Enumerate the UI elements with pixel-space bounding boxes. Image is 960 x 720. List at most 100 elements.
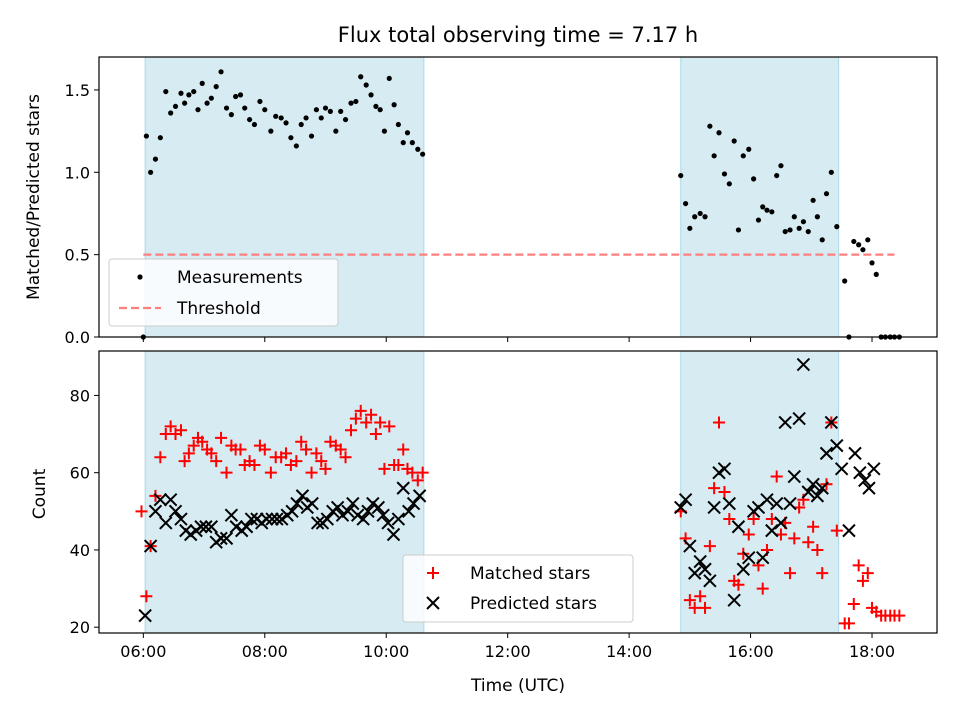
measurement-point: [869, 260, 875, 266]
matched-point: [174, 424, 187, 437]
predicted-point: [341, 504, 355, 519]
predicted-point: [736, 562, 750, 576]
measurement-point: [755, 217, 762, 223]
predicted-point: [239, 520, 254, 534]
measurement-point: [774, 172, 780, 179]
matched-point: [205, 447, 218, 460]
measurement-point: [273, 113, 279, 119]
measurement-point: [368, 92, 374, 98]
matched-point: [807, 520, 820, 533]
measurement-point: [363, 82, 369, 88]
measurement-point: [242, 105, 248, 111]
measurement-point: [199, 80, 205, 86]
measurement-point: [204, 100, 210, 106]
predicted-point: [401, 504, 416, 519]
top-legend-frame: [108, 258, 339, 327]
predicted-point: [153, 493, 168, 507]
measurement-point: [228, 112, 234, 118]
bottom-y-tick-label: 40: [70, 541, 90, 560]
measurement-point: [322, 105, 329, 111]
predicted-point: [722, 496, 737, 511]
measurement-point: [810, 197, 816, 203]
predicted-point: [219, 531, 234, 546]
predicted-point: [862, 481, 876, 495]
predicted-point: [381, 516, 395, 530]
measurement-point: [409, 140, 415, 146]
predicted-point: [138, 608, 152, 623]
matched-point: [406, 466, 419, 479]
predicted-point: [310, 516, 325, 530]
measurement-point: [420, 151, 426, 157]
measurement-point: [823, 191, 830, 197]
matched-point: [135, 505, 148, 518]
x-axis-label: Time (UTC): [470, 676, 565, 696]
measurement-point: [721, 171, 728, 177]
measurement-point: [778, 163, 784, 169]
bottom-y-axis-label: Count: [30, 468, 50, 519]
matched-point: [708, 482, 721, 495]
matched-point: [154, 451, 167, 464]
measurement-point: [213, 84, 219, 90]
measurement-point: [195, 107, 201, 113]
bottom-axes-frame: [98, 350, 938, 634]
x-tick-label: 12:00: [485, 642, 531, 661]
predicted-point: [760, 493, 774, 507]
x-tick-label: 18:00: [849, 642, 895, 661]
matched-point: [305, 466, 318, 479]
measurement-point: [298, 121, 304, 128]
matched-point: [784, 567, 797, 580]
measurement-point: [223, 105, 230, 111]
measurement-point: [796, 225, 802, 231]
matched-point: [747, 513, 760, 526]
predicted-point: [756, 550, 770, 565]
matched-point: [893, 609, 906, 622]
x-tick-label: 06:00: [120, 642, 166, 661]
predicted-point: [295, 489, 310, 503]
bottom-panel: 20 40 60 80 06:00 08:00 10:00 12:00 14:00 16:00 18…: [70, 350, 938, 661]
predicted-point: [396, 481, 410, 495]
measurement-point: [353, 98, 359, 105]
predicted-point: [810, 489, 825, 503]
top-shaded-band-1: [680, 56, 840, 338]
matched-point: [742, 528, 755, 541]
predicted-point: [769, 496, 784, 511]
predicted-point: [796, 357, 811, 372]
legend-threshold-label: Threshold: [176, 299, 261, 319]
measurement-point: [358, 74, 364, 80]
matched-point: [339, 451, 352, 464]
predicted-point: [214, 531, 228, 546]
measurement-point: [395, 121, 401, 128]
matched-point: [349, 412, 362, 425]
bottom-y-tick-label: 80: [70, 386, 90, 405]
measurement-point: [851, 238, 857, 245]
measurement-point: [764, 207, 770, 213]
matched-point: [280, 447, 293, 460]
matched-point: [732, 578, 745, 591]
matched-point: [847, 598, 860, 611]
matched-point: [290, 455, 303, 468]
matched-point: [756, 582, 769, 595]
legend-measurements-marker: [137, 274, 143, 280]
measurement-point: [338, 108, 344, 114]
bottom-y-tick-label: 60: [70, 464, 90, 483]
matched-point: [852, 559, 865, 572]
matched-point: [196, 435, 209, 448]
matched-point: [345, 424, 358, 437]
predicted-point: [174, 512, 188, 526]
chart-title: Flux total observing time = 7.17 h: [338, 23, 698, 47]
measurement-point: [218, 69, 224, 75]
predicted-point: [361, 504, 375, 519]
measurement-point: [182, 100, 188, 106]
matched-point: [264, 466, 277, 479]
matched-point: [683, 594, 696, 607]
predicted-point: [683, 539, 697, 553]
measurement-point: [373, 103, 379, 110]
matched-point: [234, 443, 247, 456]
top-y-axis-label: Matched/Predicted stars: [24, 94, 44, 300]
bottom-legend-frame: [402, 554, 634, 623]
matched-point: [699, 601, 712, 614]
measurement-point: [842, 278, 848, 284]
measurement-point: [678, 172, 684, 179]
predicted-point: [371, 500, 386, 515]
